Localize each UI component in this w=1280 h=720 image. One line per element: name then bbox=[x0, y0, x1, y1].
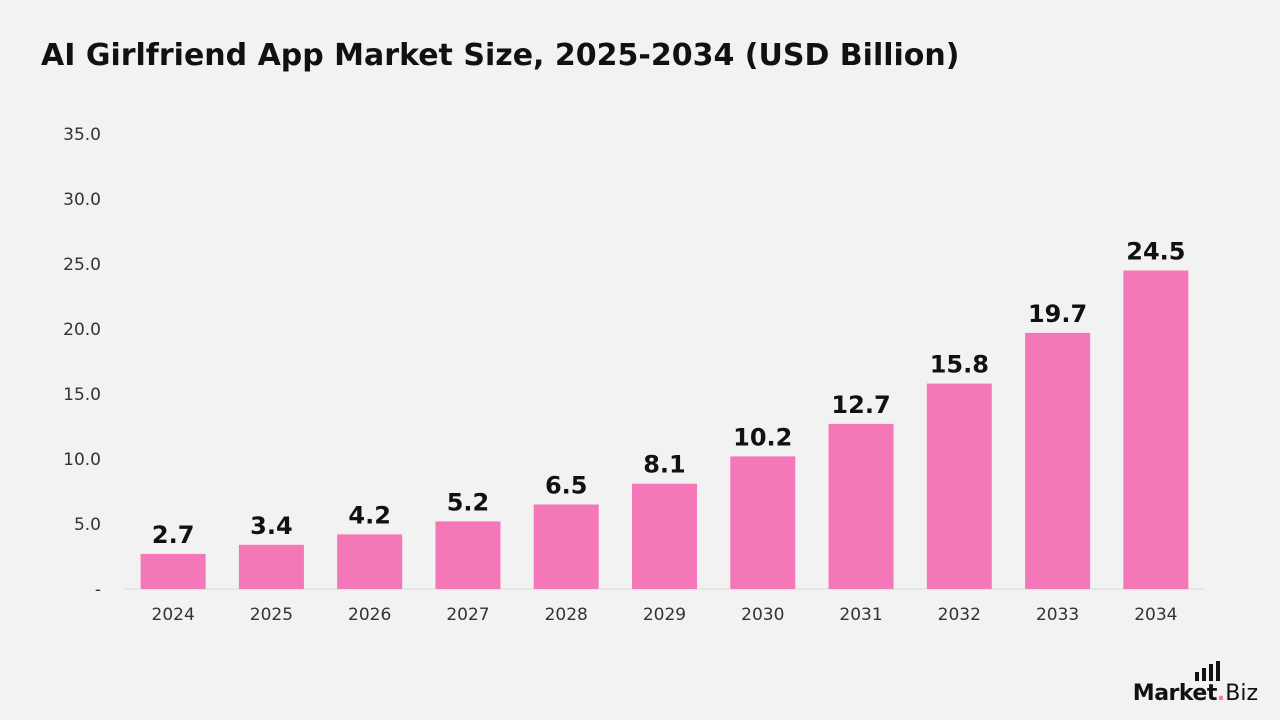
bar-value-label: 8.1 bbox=[643, 451, 686, 479]
bar-value-label: 12.7 bbox=[831, 391, 890, 419]
chart-title: AI Girlfriend App Market Size, 2025-2034… bbox=[41, 38, 960, 73]
bar bbox=[1025, 332, 1091, 589]
logo-bars-icon bbox=[1194, 661, 1220, 681]
y-tick-label: 35.0 bbox=[63, 125, 101, 145]
x-axis-labels: 2024 2025 2026 2027 2028 2029 2030 2031 2032 2033… bbox=[152, 605, 1178, 625]
bar-value-label: 19.7 bbox=[1028, 300, 1087, 328]
x-tick-label: 2034 bbox=[1134, 605, 1177, 625]
x-tick-label: 2030 bbox=[741, 605, 784, 625]
bar-value-label: 3.4 bbox=[250, 512, 293, 540]
bar-value-label: 5.2 bbox=[447, 488, 490, 516]
bar bbox=[337, 534, 403, 589]
y-tick-label: 10.0 bbox=[63, 450, 101, 470]
x-tick-label: 2029 bbox=[643, 605, 686, 625]
bar bbox=[828, 423, 894, 589]
bar bbox=[435, 521, 501, 589]
x-tick-label: 2026 bbox=[348, 605, 391, 625]
x-tick-label: 2025 bbox=[250, 605, 293, 625]
bar bbox=[1123, 270, 1189, 589]
x-tick-label: 2024 bbox=[152, 605, 195, 625]
logo-text-main: Market bbox=[1132, 681, 1218, 706]
y-tick-label: 5.0 bbox=[74, 515, 101, 535]
y-tick-label: 30.0 bbox=[63, 190, 101, 210]
bar bbox=[533, 504, 599, 589]
y-tick-label: 25.0 bbox=[63, 255, 101, 275]
bar-value-label: 15.8 bbox=[930, 351, 989, 379]
logo-text-sub: Biz bbox=[1225, 681, 1258, 706]
y-tick-label: - bbox=[95, 580, 101, 600]
marketbiz-logo: Market . Biz bbox=[1132, 661, 1258, 706]
bar bbox=[238, 544, 304, 589]
x-tick-label: 2032 bbox=[938, 605, 981, 625]
x-tick-label: 2033 bbox=[1036, 605, 1079, 625]
bar bbox=[730, 456, 796, 589]
logo-dot: . bbox=[1216, 681, 1226, 706]
bar-value-label: 6.5 bbox=[545, 472, 588, 500]
bar-value-label: 4.2 bbox=[348, 501, 391, 529]
x-tick-label: 2027 bbox=[446, 605, 489, 625]
bar bbox=[926, 383, 992, 589]
bar-value-label: 24.5 bbox=[1126, 238, 1185, 266]
x-tick-label: 2031 bbox=[839, 605, 882, 625]
x-tick-label: 2028 bbox=[545, 605, 588, 625]
bar-value-label: 10.2 bbox=[733, 423, 792, 451]
y-tick-label: 15.0 bbox=[63, 385, 101, 405]
bar-value-label: 2.7 bbox=[152, 521, 195, 549]
bar bbox=[140, 553, 206, 589]
y-tick-label: 20.0 bbox=[63, 320, 101, 340]
y-axis: - 5.0 10.0 15.0 20.0 25.0 30.0 35.0 bbox=[63, 125, 101, 600]
bar bbox=[632, 483, 697, 589]
bar-series: 2.7 3.4 4.2 5.2 6.5 8.1 10.2 12.7 15.8 19.7 24.5 bbox=[140, 238, 1189, 589]
